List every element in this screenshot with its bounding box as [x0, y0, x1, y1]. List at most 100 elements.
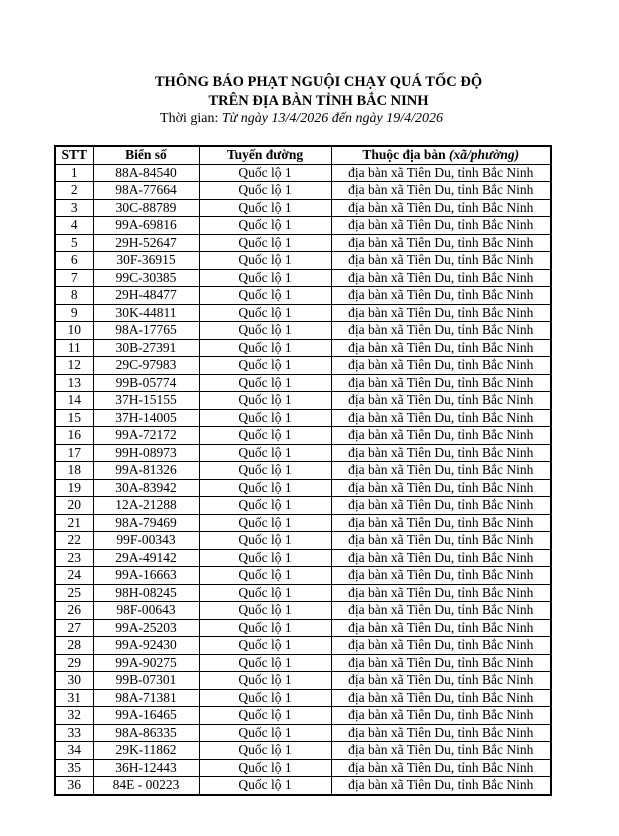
plate-cell: 29C-97983 [92, 356, 200, 375]
stt-cell: 2 [54, 181, 94, 200]
table-row: 23 29A-49142 Quốc lộ 1 địa bàn xã Tiên Du, … [54, 548, 552, 567]
stt-cell: 30 [54, 671, 94, 690]
plate-cell: 99C-30385 [92, 268, 200, 287]
plate-cell: 99A-90275 [92, 653, 200, 672]
route-cell: Quốc lộ 1 [198, 181, 332, 200]
area-cell: địa bàn xã Tiên Du, tỉnh Bắc Ninh [330, 163, 552, 182]
stt-cell: 24 [54, 566, 94, 585]
plate-cell: 29K-11862 [92, 741, 200, 760]
table-row: 28 99A-92430 Quốc lộ 1 địa bàn xã Tiên Du, … [54, 636, 552, 655]
stt-cell: 20 [54, 496, 94, 515]
route-cell: Quốc lộ 1 [198, 408, 332, 427]
table-row: 26 98F-00643 Quốc lộ 1 địa bàn xã Tiên Du, … [54, 601, 552, 620]
area-cell: địa bàn xã Tiên Du, tỉnh Bắc Ninh [330, 653, 552, 672]
table-row: 6 30F-36915 Quốc lộ 1 địa bàn xã Tiên Du, t… [54, 251, 552, 270]
route-cell: Quốc lộ 1 [198, 338, 332, 357]
table-row: 36 84E - 00223 Quốc lộ 1 địa bàn xã Tiên Du… [54, 776, 552, 795]
route-cell: Quốc lộ 1 [198, 758, 332, 777]
stt-cell: 36 [54, 776, 94, 795]
area-cell: địa bàn xã Tiên Du, tỉnh Bắc Ninh [330, 688, 552, 707]
header-area-note: (xã/phường) [449, 147, 520, 163]
stt-cell: 11 [54, 338, 94, 357]
table-row: 17 99H-08973 Quốc lộ 1 địa bàn xã Tiên Du, … [54, 443, 552, 462]
route-cell: Quốc lộ 1 [198, 426, 332, 445]
route-cell: Quốc lộ 1 [198, 566, 332, 585]
plate-cell: 29A-49142 [92, 548, 200, 567]
plate-cell: 36H-12443 [92, 758, 200, 777]
plate-cell: 99B-07301 [92, 671, 200, 690]
stt-cell: 12 [54, 356, 94, 375]
plate-cell: 12A-21288 [92, 496, 200, 515]
plate-cell: 98F-00643 [92, 601, 200, 620]
table-row: 15 37H-14005 Quốc lộ 1 địa bàn xã Tiên Du, … [54, 408, 552, 427]
plate-cell: 30C-88789 [92, 198, 200, 217]
table-row: 2 98A-77664 Quốc lộ 1 địa bàn xã Tiên Du, t… [54, 181, 552, 200]
stt-cell: 3 [54, 198, 94, 217]
stt-cell: 34 [54, 741, 94, 760]
route-cell: Quốc lộ 1 [198, 583, 332, 602]
stt-cell: 6 [54, 251, 94, 270]
plate-cell: 30K-44811 [92, 303, 200, 322]
stt-cell: 33 [54, 723, 94, 742]
table-row: 25 98H-08245 Quốc lộ 1 địa bàn xã Tiên Du, … [54, 583, 552, 602]
route-cell: Quốc lộ 1 [198, 653, 332, 672]
stt-cell: 31 [54, 688, 94, 707]
table-row: 31 98A-71381 Quốc lộ 1 địa bàn xã Tiên Du, … [54, 688, 552, 707]
area-cell: địa bàn xã Tiên Du, tỉnh Bắc Ninh [330, 426, 552, 445]
table-row: 33 98A-86335 Quốc lộ 1 địa bàn xã Tiên Du, … [54, 723, 552, 742]
area-cell: địa bàn xã Tiên Du, tỉnh Bắc Ninh [330, 321, 552, 340]
stt-cell: 5 [54, 233, 94, 252]
table-row: 34 29K-11862 Quốc lộ 1 địa bàn xã Tiên Du, … [54, 741, 552, 760]
table-row: 16 99A-72172 Quốc lộ 1 địa bàn xã Tiên Du, … [54, 426, 552, 445]
table-row: 5 29H-52647 Quốc lộ 1 địa bàn xã Tiên Du, t… [54, 233, 552, 252]
area-cell: địa bàn xã Tiên Du, tỉnh Bắc Ninh [330, 391, 552, 410]
area-cell: địa bàn xã Tiên Du, tỉnh Bắc Ninh [330, 181, 552, 200]
plate-cell: 99A-72172 [92, 426, 200, 445]
area-cell: địa bàn xã Tiên Du, tỉnh Bắc Ninh [330, 723, 552, 742]
plate-cell: 99A-92430 [92, 636, 200, 655]
stt-cell: 8 [54, 286, 94, 305]
route-cell: Quốc lộ 1 [198, 531, 332, 550]
area-cell: địa bàn xã Tiên Du, tỉnh Bắc Ninh [330, 583, 552, 602]
plate-cell: 98A-77664 [92, 181, 200, 200]
route-cell: Quốc lộ 1 [198, 601, 332, 620]
route-cell: Quốc lộ 1 [198, 776, 332, 795]
plate-cell: 98A-71381 [92, 688, 200, 707]
plate-cell: 99A-16663 [92, 566, 200, 585]
area-cell: địa bàn xã Tiên Du, tỉnh Bắc Ninh [330, 286, 552, 305]
stt-cell: 25 [54, 583, 94, 602]
stt-cell: 15 [54, 408, 94, 427]
area-cell: địa bàn xã Tiên Du, tỉnh Bắc Ninh [330, 706, 552, 725]
table-row: 10 98A-17765 Quốc lộ 1 địa bàn xã Tiên Du, … [54, 321, 552, 340]
plate-cell: 29H-52647 [92, 233, 200, 252]
area-cell: địa bàn xã Tiên Du, tỉnh Bắc Ninh [330, 496, 552, 515]
area-cell: địa bàn xã Tiên Du, tỉnh Bắc Ninh [330, 513, 552, 532]
area-cell: địa bàn xã Tiên Du, tỉnh Bắc Ninh [330, 636, 552, 655]
plate-cell: 99A-16465 [92, 706, 200, 725]
area-cell: địa bàn xã Tiên Du, tỉnh Bắc Ninh [330, 548, 552, 567]
plate-cell: 99H-08973 [92, 443, 200, 462]
plate-cell: 37H-15155 [92, 391, 200, 410]
plate-cell: 99A-25203 [92, 618, 200, 637]
stt-cell: 26 [54, 601, 94, 620]
area-cell: địa bàn xã Tiên Du, tỉnh Bắc Ninh [330, 338, 552, 357]
table-row: 20 12A-21288 Quốc lộ 1 địa bàn xã Tiên Du, … [54, 496, 552, 515]
time-range: Thời gian: Từ ngày 13/4/2026 đến ngày 19… [0, 111, 611, 127]
table-row: 30 99B-07301 Quốc lộ 1 địa bàn xã Tiên Du, … [54, 671, 552, 690]
route-cell: Quốc lộ 1 [198, 496, 332, 515]
route-cell: Quốc lộ 1 [198, 706, 332, 725]
stt-cell: 1 [54, 163, 94, 182]
table-row: 7 99C-30385 Quốc lộ 1 địa bàn xã Tiên Du, t… [54, 268, 552, 287]
area-cell: địa bàn xã Tiên Du, tỉnh Bắc Ninh [330, 478, 552, 497]
table-row: 4 99A-69816 Quốc lộ 1 địa bàn xã Tiên Du, t… [54, 216, 552, 235]
table-row: 11 30B-27391 Quốc lộ 1 địa bàn xã Tiên Du, … [54, 338, 552, 357]
plate-cell: 98A-17765 [92, 321, 200, 340]
table-row: 18 99A-81326 Quốc lộ 1 địa bàn xã Tiên Du, … [54, 461, 552, 480]
stt-cell: 10 [54, 321, 94, 340]
route-cell: Quốc lộ 1 [198, 671, 332, 690]
route-cell: Quốc lộ 1 [198, 163, 332, 182]
route-cell: Quốc lộ 1 [198, 198, 332, 217]
plate-cell: 98H-08245 [92, 583, 200, 602]
route-cell: Quốc lộ 1 [198, 216, 332, 235]
route-cell: Quốc lộ 1 [198, 741, 332, 760]
